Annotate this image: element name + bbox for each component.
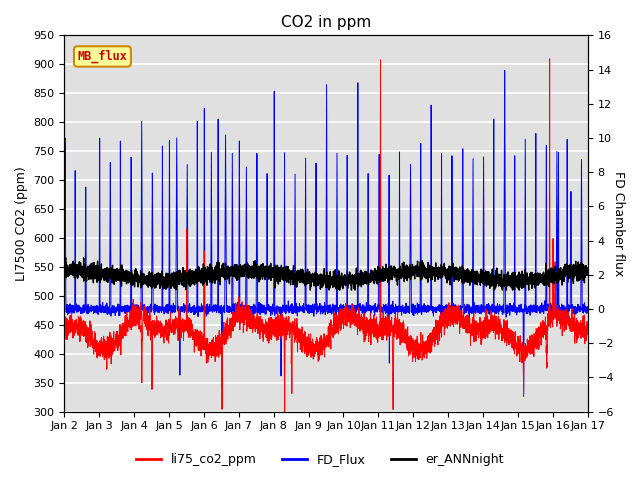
Y-axis label: LI7500 CO2 (ppm): LI7500 CO2 (ppm) [15,166,28,281]
Y-axis label: FD Chamber flux: FD Chamber flux [612,171,625,276]
Title: CO2 in ppm: CO2 in ppm [281,15,371,30]
Legend: li75_co2_ppm, FD_Flux, er_ANNnight: li75_co2_ppm, FD_Flux, er_ANNnight [131,448,509,471]
Text: MB_flux: MB_flux [77,50,127,63]
